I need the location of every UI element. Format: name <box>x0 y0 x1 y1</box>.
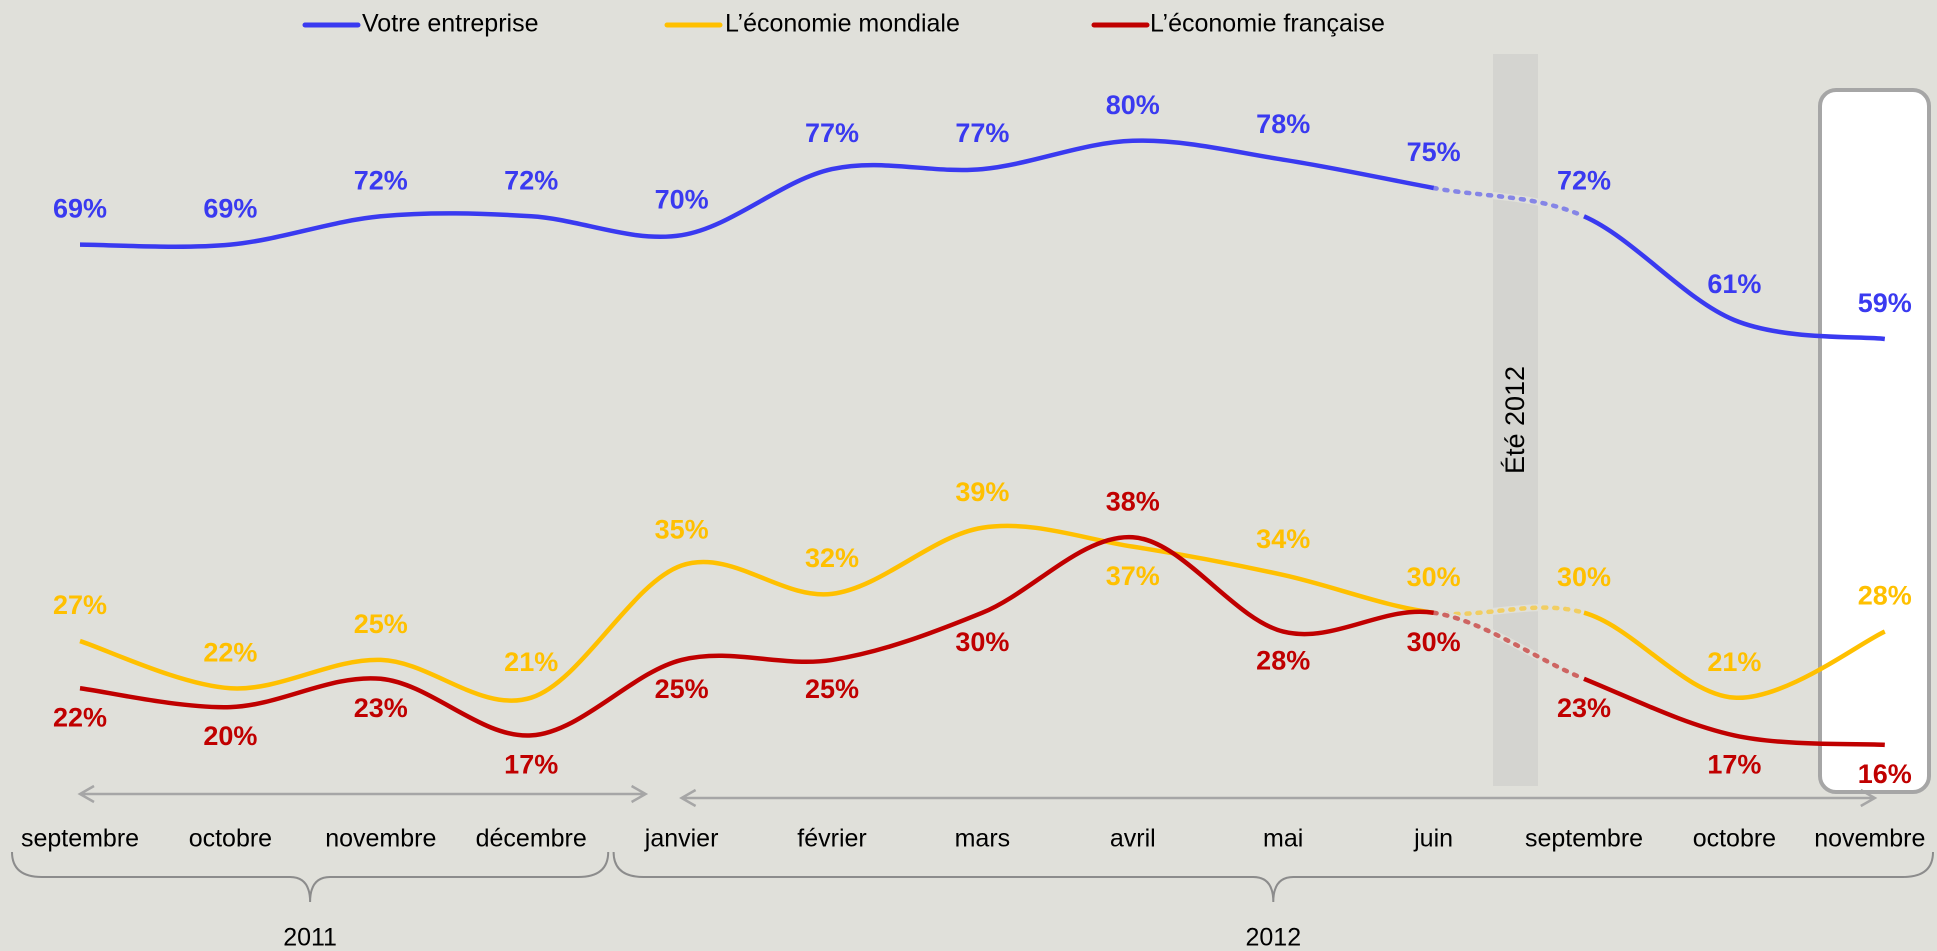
value-label: 23% <box>354 693 408 723</box>
x-tick-label: septembre <box>21 825 139 853</box>
value-label: 32% <box>805 543 859 573</box>
gap-dots <box>1431 605 1587 617</box>
value-label: 61% <box>1707 269 1761 299</box>
value-label: 23% <box>1557 693 1611 723</box>
gap-dots <box>1431 185 1587 219</box>
value-label: 72% <box>504 165 558 195</box>
year-brace <box>11 851 610 903</box>
summer-label: Été 2012 <box>1500 366 1530 474</box>
value-label: 77% <box>805 118 859 148</box>
value-label: 59% <box>1858 288 1912 318</box>
legend-label: Votre entreprise <box>362 10 539 38</box>
x-tick-label: juin <box>1413 825 1453 853</box>
value-label: 30% <box>955 627 1009 657</box>
value-label: 72% <box>354 165 408 195</box>
x-tick-label: octobre <box>1693 825 1776 853</box>
value-label: 75% <box>1407 137 1461 167</box>
x-tick-label: février <box>797 825 866 853</box>
x-tick-label: octobre <box>189 825 272 853</box>
range-arrow <box>679 788 1878 808</box>
value-label: 21% <box>1707 647 1761 677</box>
value-label: 70% <box>655 184 709 214</box>
x-tick-label: novembre <box>325 825 436 853</box>
value-label: 78% <box>1256 109 1310 139</box>
x-tick-label: mai <box>1263 825 1303 853</box>
x-tick-label: janvier <box>644 825 719 853</box>
value-label: 25% <box>354 609 408 639</box>
legend-label: L’économie mondiale <box>725 10 960 38</box>
value-label: 17% <box>504 750 558 780</box>
value-label: 69% <box>53 194 107 224</box>
value-label: 30% <box>1407 562 1461 592</box>
value-label: 25% <box>805 674 859 704</box>
value-label: 34% <box>1256 524 1310 554</box>
value-label: 38% <box>1106 486 1160 516</box>
value-label: 30% <box>1557 562 1611 592</box>
value-label: 22% <box>203 637 257 667</box>
highlight-box <box>1818 88 1931 794</box>
x-tick-label: novembre <box>1814 825 1925 853</box>
summer-band <box>1493 54 1538 786</box>
year-label: 2012 <box>1245 924 1301 951</box>
value-label: 20% <box>203 721 257 751</box>
x-tick-label: avril <box>1110 825 1156 853</box>
value-label: 30% <box>1407 627 1461 657</box>
x-tick-label: mars <box>955 825 1011 853</box>
x-tick-label: décembre <box>476 825 587 853</box>
value-label: 25% <box>655 674 709 704</box>
value-label: 37% <box>1106 561 1160 591</box>
value-label: 69% <box>203 194 257 224</box>
value-label: 28% <box>1858 581 1912 611</box>
line <box>79 138 1886 342</box>
year-brace <box>612 851 1934 903</box>
value-label: 28% <box>1256 646 1310 676</box>
value-label: 39% <box>955 477 1009 507</box>
value-label: 16% <box>1858 759 1912 789</box>
range-arrow <box>77 784 649 804</box>
value-label: 21% <box>504 647 558 677</box>
x-tick-label: septembre <box>1525 825 1643 853</box>
value-label: 80% <box>1106 90 1160 120</box>
legend-label: L’économie française <box>1150 10 1385 38</box>
value-label: 17% <box>1707 750 1761 780</box>
value-label: 77% <box>955 118 1009 148</box>
value-label: 72% <box>1557 165 1611 195</box>
gap-dots <box>1431 610 1587 682</box>
year-label: 2011 <box>283 924 337 951</box>
value-label: 35% <box>655 515 709 545</box>
value-label: 22% <box>53 702 107 732</box>
value-label: 27% <box>53 590 107 620</box>
line <box>79 523 1886 703</box>
